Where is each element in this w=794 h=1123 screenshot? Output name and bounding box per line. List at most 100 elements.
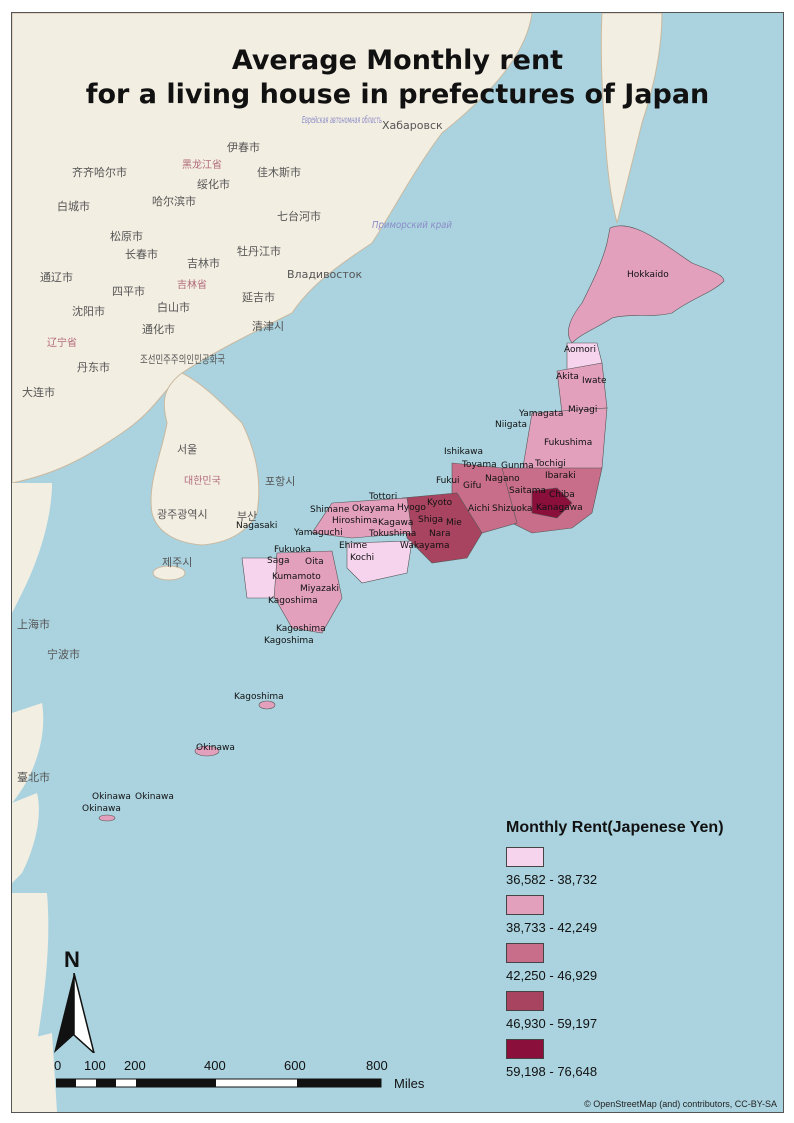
svg-text:Toyama: Toyama (461, 460, 497, 470)
scale-bar: 0 100 200 400 600 800 Miles (52, 1058, 432, 1098)
svg-text:白山市: 白山市 (157, 300, 190, 314)
svg-text:Kochi: Kochi (350, 553, 374, 563)
svg-text:Fukui: Fukui (436, 476, 460, 486)
svg-text:포항시: 포항시 (265, 475, 295, 488)
north-arrow: N (52, 947, 96, 1053)
sakhalin (600, 13, 663, 224)
svg-text:四平市: 四平市 (112, 284, 145, 298)
legend-swatch (506, 943, 544, 963)
svg-text:Okinawa: Okinawa (82, 804, 121, 814)
svg-text:通辽市: 通辽市 (40, 270, 73, 284)
svg-text:Владивосток: Владивосток (287, 268, 362, 281)
legend-range: 59,198 - 76,648 (506, 1064, 598, 1079)
svg-text:Hyogo: Hyogo (397, 503, 426, 513)
map-title-line2: for a living house in prefectures of Jap… (85, 79, 710, 110)
svg-text:Kagoshima: Kagoshima (268, 596, 318, 606)
legend-range: 42,250 - 46,929 (506, 968, 598, 983)
svg-text:조선민주주의인민공화국: 조선민주주의인민공화국 (140, 353, 225, 366)
attribution: © OpenStreetMap (and) contributors, CC-B… (584, 1099, 777, 1109)
prefecture-labels: Hokkaido Aomori Akita Iwate Yamagata Miy… (82, 270, 669, 814)
svg-text:Ehime: Ehime (339, 541, 368, 551)
svg-text:대한민국: 대한민국 (184, 475, 221, 487)
svg-text:Okinawa: Okinawa (196, 743, 235, 753)
shikoku (346, 540, 413, 584)
legend-item: 59,198 - 76,648 (506, 1039, 776, 1087)
svg-text:Kagoshima: Kagoshima (276, 624, 326, 634)
svg-text:Saitama: Saitama (509, 486, 546, 496)
legend-swatch (506, 1039, 544, 1059)
legend-item: 36,582 - 38,732 (506, 847, 776, 895)
svg-text:Ibaraki: Ibaraki (545, 471, 576, 481)
north-arrow-icon (54, 973, 95, 1053)
svg-text:Iwate: Iwate (582, 376, 607, 386)
svg-text:제주시: 제주시 (162, 556, 192, 569)
map-frame: 伊春市 黑龙江省 齐齐哈尔市 绥化市 佳木斯市 Хабаровск 哈尔滨市 白… (11, 12, 784, 1113)
svg-text:Miyazaki: Miyazaki (300, 584, 339, 594)
svg-text:Еврейская автономная область: Еврейская автономная область (302, 114, 382, 126)
svg-text:Gunma: Gunma (501, 461, 534, 471)
scale-tick: 0 (54, 1058, 62, 1073)
svg-text:上海市: 上海市 (17, 617, 50, 631)
scale-tick: 600 (284, 1058, 306, 1073)
svg-text:Tottori: Tottori (368, 492, 397, 502)
svg-text:Kanagawa: Kanagawa (536, 503, 583, 513)
svg-text:Хабаровск: Хабаровск (382, 119, 443, 132)
svg-text:Mie: Mie (446, 518, 462, 528)
svg-text:大连市: 大连市 (22, 385, 55, 399)
svg-text:Shiga: Shiga (418, 515, 443, 525)
scale-bar-graphic (56, 1078, 382, 1088)
sakishima-island (98, 814, 116, 822)
legend-title: Monthly Rent(Japenese Yen) (506, 819, 724, 836)
svg-text:Tokushima: Tokushima (368, 529, 416, 539)
svg-text:延吉市: 延吉市 (242, 290, 275, 304)
svg-text:Okinawa: Okinawa (135, 792, 174, 802)
svg-text:长春市: 长春市 (125, 247, 158, 261)
tokyo (531, 487, 573, 519)
kyushu-west (241, 557, 278, 599)
okinawa-island (194, 745, 220, 757)
svg-text:黑龙江省: 黑龙江省 (182, 158, 222, 171)
chugoku (311, 497, 413, 539)
svg-text:Приморский край: Приморский край (372, 220, 452, 231)
map-title-line1: Average Monthly rent (231, 45, 564, 76)
map-canvas[interactable]: 伊春市 黑龙江省 齐齐哈尔市 绥化市 佳木斯市 Хабаровск 哈尔滨市 白… (12, 13, 783, 1112)
svg-text:Kumamoto: Kumamoto (272, 572, 321, 582)
svg-text:丹东市: 丹东市 (77, 360, 110, 374)
svg-text:吉林省: 吉林省 (177, 278, 207, 291)
legend-item: 42,250 - 46,929 (506, 943, 776, 991)
scale-tick: 400 (204, 1058, 226, 1073)
svg-text:齐齐哈尔市: 齐齐哈尔市 (72, 165, 127, 179)
svg-text:Fukuoka: Fukuoka (274, 545, 311, 555)
svg-text:沈阳市: 沈阳市 (72, 304, 105, 318)
svg-text:서울: 서울 (177, 443, 197, 456)
svg-text:七台河市: 七台河市 (277, 209, 321, 223)
svg-text:부산: 부산 (237, 510, 257, 523)
legend-range: 38,733 - 42,249 (506, 920, 598, 935)
korean-peninsula (150, 372, 260, 581)
svg-text:辽宁省: 辽宁省 (47, 336, 77, 349)
scale-tick: 100 (84, 1058, 106, 1073)
svg-text:Nagano: Nagano (485, 474, 520, 484)
legend-item: 46,930 - 59,197 (506, 991, 776, 1039)
svg-text:宁波市: 宁波市 (47, 647, 80, 661)
scale-unit: Miles (394, 1076, 425, 1091)
svg-text:Yamagata: Yamagata (518, 409, 563, 419)
svg-text:吉林市: 吉林市 (187, 256, 220, 270)
svg-text:伊春市: 伊春市 (227, 140, 260, 154)
svg-text:Fukushima: Fukushima (544, 438, 592, 448)
legend: Monthly Rent(Japenese Yen) 36,582 - 38,7… (506, 819, 776, 1087)
svg-text:Chiba: Chiba (549, 490, 575, 500)
svg-text:Okayama: Okayama (352, 504, 395, 514)
svg-text:Oita: Oita (305, 557, 324, 567)
svg-text:Nara: Nara (429, 529, 450, 539)
basemap-labels: 伊春市 黑龙江省 齐齐哈尔市 绥化市 佳木斯市 Хабаровск 哈尔滨市 白… (17, 114, 452, 784)
svg-text:Gifu: Gifu (463, 481, 481, 491)
svg-text:Tochigi: Tochigi (534, 459, 566, 469)
legend-range: 36,582 - 38,732 (506, 872, 598, 887)
svg-text:Shizuoka: Shizuoka (492, 504, 532, 514)
japan-choropleth[interactable] (98, 225, 725, 822)
taiwan (12, 793, 39, 883)
svg-text:臺北市: 臺北市 (17, 770, 50, 784)
svg-text:Saga: Saga (267, 556, 289, 566)
legend-swatch (506, 895, 544, 915)
